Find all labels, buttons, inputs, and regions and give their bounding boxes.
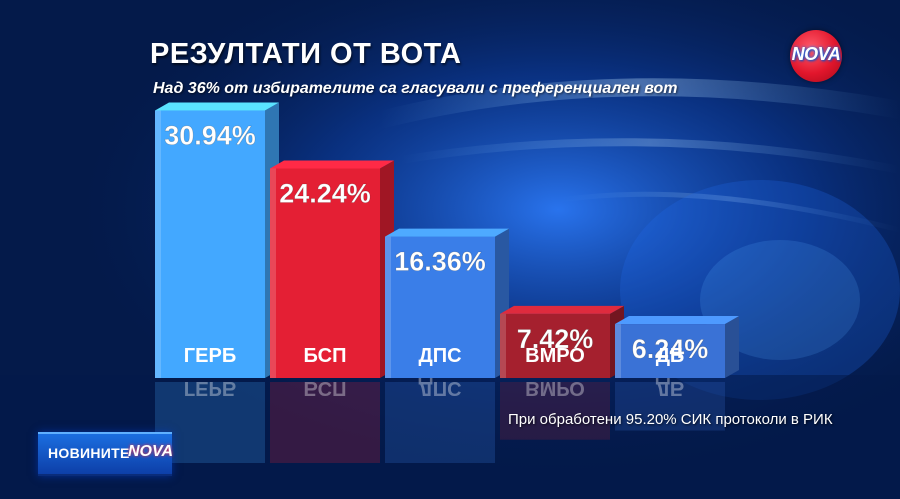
category-label: ВМРО	[525, 345, 585, 367]
news-brand-box: НОВИНИТЕ NOVA	[38, 432, 174, 476]
bar	[385, 236, 495, 378]
nova-logo-text: NOVA	[791, 44, 841, 64]
footnote: При обработени 95.20% СИК протоколи в РИ…	[508, 411, 833, 428]
bar-value-label: 6.24%	[632, 334, 709, 364]
category-label: ДПС	[418, 345, 461, 367]
chart-subtitle: Над 36% от избирателите са гласували с п…	[153, 80, 678, 97]
bar-top	[385, 228, 509, 237]
category-label-reflection: ДПС	[418, 377, 461, 399]
bar-highlight	[615, 324, 621, 378]
brand-nova: NOVA	[128, 443, 174, 460]
bar-group-2: 16.36% ДПС ДПС	[385, 228, 509, 463]
bar-group-1: 24.24% БСП БСП	[270, 160, 394, 463]
brand-prefix: НОВИНИТЕ	[48, 445, 130, 461]
chart-title: РЕЗУЛТАТИ ОТ ВОТА	[150, 38, 462, 70]
bar-reflection	[615, 382, 725, 431]
bar-highlight	[500, 313, 506, 378]
bar-value-label: 30.94%	[164, 121, 256, 151]
category-label: БСП	[304, 345, 347, 367]
category-label: ДБ	[656, 345, 685, 367]
bar	[615, 324, 725, 378]
bar-reflection	[500, 382, 610, 440]
bar-reflection	[270, 382, 380, 463]
nova-logo: NOVA	[790, 30, 842, 82]
bar	[500, 313, 610, 378]
bar-group-0: 30.94% ГЕРБ ГЕРБ	[155, 102, 279, 463]
bar	[270, 168, 380, 378]
category-label-reflection: ДБ	[656, 377, 685, 399]
bar-reflection	[155, 382, 265, 463]
category-label: ГЕРБ	[184, 345, 236, 367]
bar-value-label: 16.36%	[394, 247, 486, 277]
category-label-reflection: ВМРО	[525, 377, 585, 399]
bar	[155, 110, 265, 378]
bar-highlight	[155, 110, 161, 378]
bar-value-label: 24.24%	[279, 178, 371, 208]
bar-top	[615, 316, 739, 325]
bar-highlight	[270, 168, 276, 378]
category-label-reflection: БСП	[304, 377, 347, 399]
category-label-reflection: ГЕРБ	[184, 377, 236, 399]
bar-top	[155, 102, 279, 111]
bar-value-label: 7.42%	[517, 324, 594, 354]
bar-top	[270, 160, 394, 169]
bar-side	[725, 316, 739, 378]
bar-reflection	[385, 382, 495, 463]
bar-highlight	[385, 236, 391, 378]
bar-top	[500, 305, 624, 314]
